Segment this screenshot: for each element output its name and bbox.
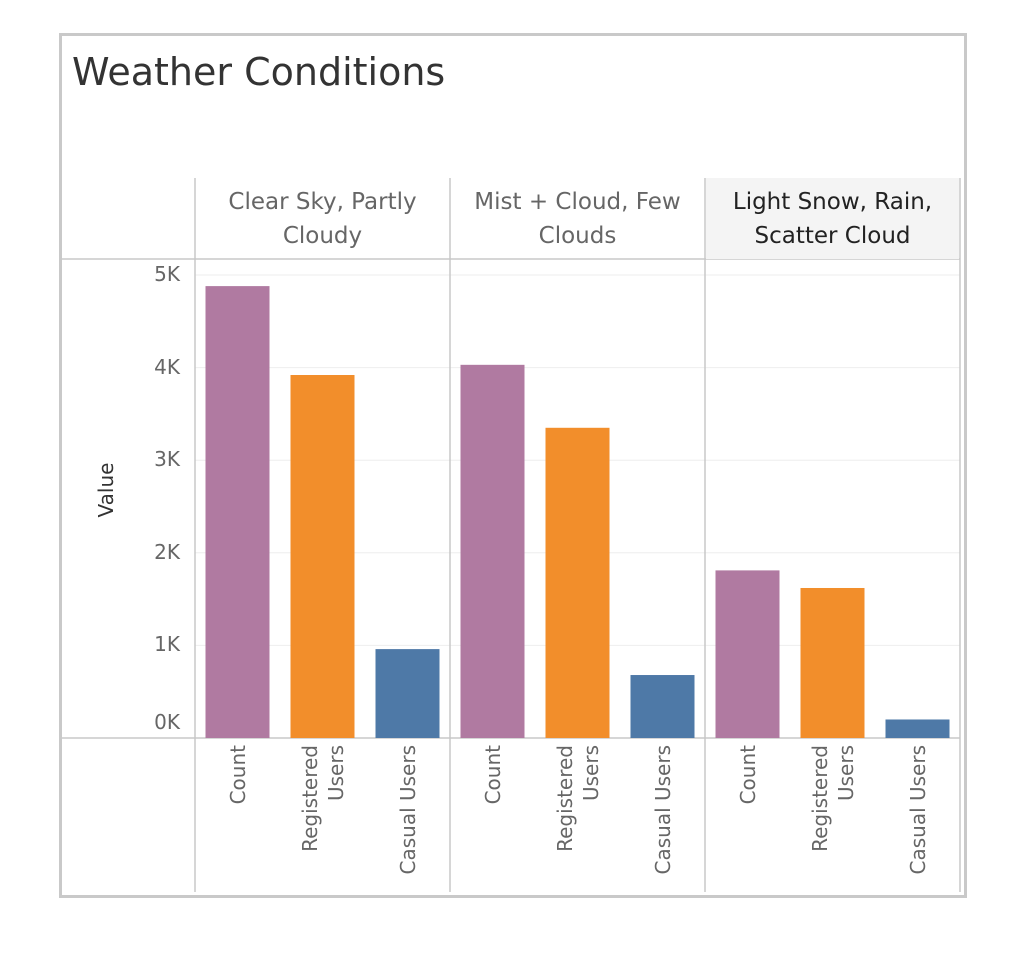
bar-count bbox=[460, 364, 525, 738]
bar-registered-users bbox=[545, 427, 610, 738]
x-tick-label: Count bbox=[735, 745, 760, 805]
bar-casual-users bbox=[885, 719, 950, 738]
bar-casual-users bbox=[630, 675, 695, 738]
x-tick-label: Registered Users bbox=[807, 745, 858, 852]
y-tick-label: 0K bbox=[154, 710, 180, 734]
bar-casual-users bbox=[375, 649, 440, 738]
x-tick-label: Registered Users bbox=[552, 745, 603, 852]
y-tick-label: 4K bbox=[154, 354, 180, 379]
panel-header-line: Cloudy bbox=[282, 222, 363, 249]
x-tick-label: Casual Users bbox=[395, 745, 420, 875]
bar-registered-users bbox=[290, 375, 355, 738]
x-tick-label: Casual Users bbox=[650, 745, 675, 875]
bar-count bbox=[205, 286, 270, 738]
panel-header-line: Light Snow, Rain, bbox=[732, 188, 933, 215]
y-axis-title: Value bbox=[94, 462, 118, 518]
x-tick-label: Casual Users bbox=[905, 745, 930, 875]
y-tick-label: 1K bbox=[154, 632, 180, 657]
y-tick-label: 3K bbox=[154, 447, 180, 472]
panel-header-line: Clear Sky, Partly bbox=[228, 188, 417, 215]
y-tick-label: 5K bbox=[154, 262, 180, 286]
y-tick-label: 2K bbox=[154, 539, 180, 564]
panel-header-line: Mist + Cloud, Few bbox=[474, 188, 681, 215]
x-tick-label: Count bbox=[480, 745, 505, 805]
chart-title: Weather Conditions bbox=[72, 50, 446, 94]
panel-header-line: Scatter Cloud bbox=[754, 222, 911, 249]
x-tick-label: Count bbox=[225, 745, 250, 805]
x-tick-label: Registered Users bbox=[297, 745, 348, 852]
panel-header-line: Clouds bbox=[538, 222, 617, 249]
bar-count bbox=[715, 570, 780, 738]
panel-header: Clear Sky, Partly Cloudy bbox=[196, 178, 449, 259]
panel-header: Mist + Cloud, Few Clouds bbox=[451, 178, 704, 259]
panel-header: Light Snow, Rain, Scatter Cloud bbox=[706, 178, 959, 259]
bar-registered-users bbox=[800, 587, 865, 738]
